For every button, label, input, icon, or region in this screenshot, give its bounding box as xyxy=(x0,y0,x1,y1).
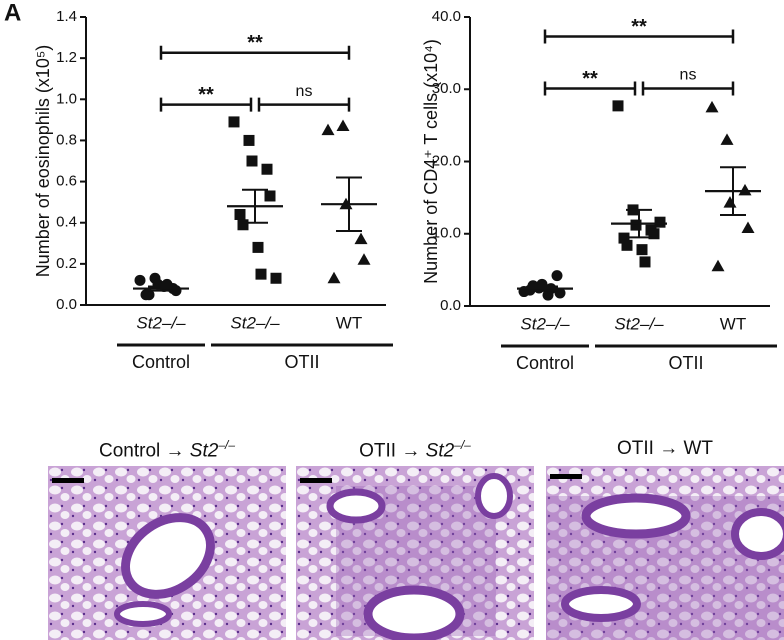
data-point xyxy=(134,274,146,286)
x-tick-label: St2–/– xyxy=(614,314,664,333)
y-tick-label: 1.4 xyxy=(56,8,77,25)
y-tick-label: 20.0 xyxy=(432,152,461,169)
significance-bracket xyxy=(159,45,351,60)
y-tick-label: 1.2 xyxy=(56,49,77,66)
error-bar xyxy=(532,285,558,292)
panel-label: A xyxy=(4,0,21,26)
x-tick-label: St2–/– xyxy=(230,313,280,332)
x-tick-label: St2–/– xyxy=(136,313,186,332)
data-point xyxy=(252,241,264,253)
y-tick-label: 0.0 xyxy=(440,297,461,314)
image-caption: Control → St2–/– xyxy=(48,438,286,462)
group-label: Control xyxy=(132,352,190,372)
caption-part: OTII → WT xyxy=(616,438,714,459)
data-point xyxy=(630,219,642,231)
data-point xyxy=(705,100,719,113)
caption-part: –/– xyxy=(218,438,236,452)
data-point xyxy=(723,196,737,208)
significance-bracket xyxy=(159,97,253,112)
histology-image xyxy=(48,466,286,640)
significance-label: ** xyxy=(631,16,647,38)
caption-part: Control → xyxy=(98,440,190,462)
data-point xyxy=(551,270,563,282)
data-point xyxy=(270,272,282,284)
significance-label: ** xyxy=(247,32,263,54)
significance-bracket xyxy=(543,29,735,44)
data-point xyxy=(261,163,273,175)
caption-part: St2 xyxy=(189,440,219,462)
significance-bracket xyxy=(257,97,351,112)
y-axis-label: Number of CD4⁺ T cells (x10⁴) xyxy=(421,39,441,284)
caption-part: –/– xyxy=(454,438,471,452)
significance-label: ns xyxy=(296,83,313,100)
y-tick-label: 10.0 xyxy=(432,225,461,242)
significance-bracket xyxy=(543,81,637,96)
data-point xyxy=(741,221,755,233)
significance-label: ** xyxy=(198,84,214,106)
y-tick-label: 1.0 xyxy=(56,90,77,107)
group-label: OTII xyxy=(669,353,704,373)
x-tick-label: WT xyxy=(720,314,746,333)
data-point xyxy=(357,253,371,265)
group-label: OTII xyxy=(285,352,320,372)
data-point xyxy=(321,123,335,136)
data-point xyxy=(237,219,249,231)
significance-label: ** xyxy=(582,68,598,90)
data-point xyxy=(621,239,633,251)
image-caption: OTII → WT xyxy=(546,438,784,460)
significance-label: ns xyxy=(680,67,697,84)
x-tick-label: St2–/– xyxy=(520,314,570,333)
error-bar xyxy=(148,285,174,292)
y-tick-label: 0.0 xyxy=(56,296,77,313)
x-tick-label: WT xyxy=(336,313,362,332)
data-point xyxy=(354,232,368,245)
y-tick-label: 0.2 xyxy=(56,255,77,272)
caption-part: OTII → xyxy=(359,440,426,462)
data-point xyxy=(720,133,734,145)
histology-image xyxy=(546,466,784,640)
data-point xyxy=(243,134,255,146)
data-point xyxy=(264,190,276,202)
error-bar xyxy=(626,208,652,239)
data-point xyxy=(636,244,648,256)
error-bar xyxy=(242,188,268,224)
caption-part: St2 xyxy=(425,440,455,462)
y-axis-label: Number of eosinophils (x10⁵) xyxy=(33,45,53,278)
data-point xyxy=(234,208,246,220)
data-point xyxy=(648,228,660,240)
group-label: Control xyxy=(516,353,574,373)
data-point xyxy=(639,256,651,268)
y-tick-label: 0.6 xyxy=(56,173,77,190)
data-point xyxy=(654,216,666,228)
data-point xyxy=(143,289,155,301)
data-point xyxy=(711,259,725,272)
error-bar xyxy=(336,176,362,232)
data-point xyxy=(228,116,240,128)
y-tick-label: 0.8 xyxy=(56,131,77,148)
data-point xyxy=(618,232,630,244)
error-bar xyxy=(720,166,746,216)
y-tick-label: 0.4 xyxy=(56,214,77,231)
data-point xyxy=(255,268,267,280)
significance-bracket xyxy=(641,81,735,96)
data-point xyxy=(246,155,258,167)
y-tick-label: 40.0 xyxy=(432,8,461,25)
data-point xyxy=(327,271,341,284)
data-point xyxy=(612,100,624,112)
image-caption: OTII → St2–/– xyxy=(296,438,534,462)
histology-image xyxy=(296,466,534,640)
y-tick-label: 30.0 xyxy=(432,80,461,97)
data-point xyxy=(336,119,350,132)
data-point xyxy=(738,183,752,196)
